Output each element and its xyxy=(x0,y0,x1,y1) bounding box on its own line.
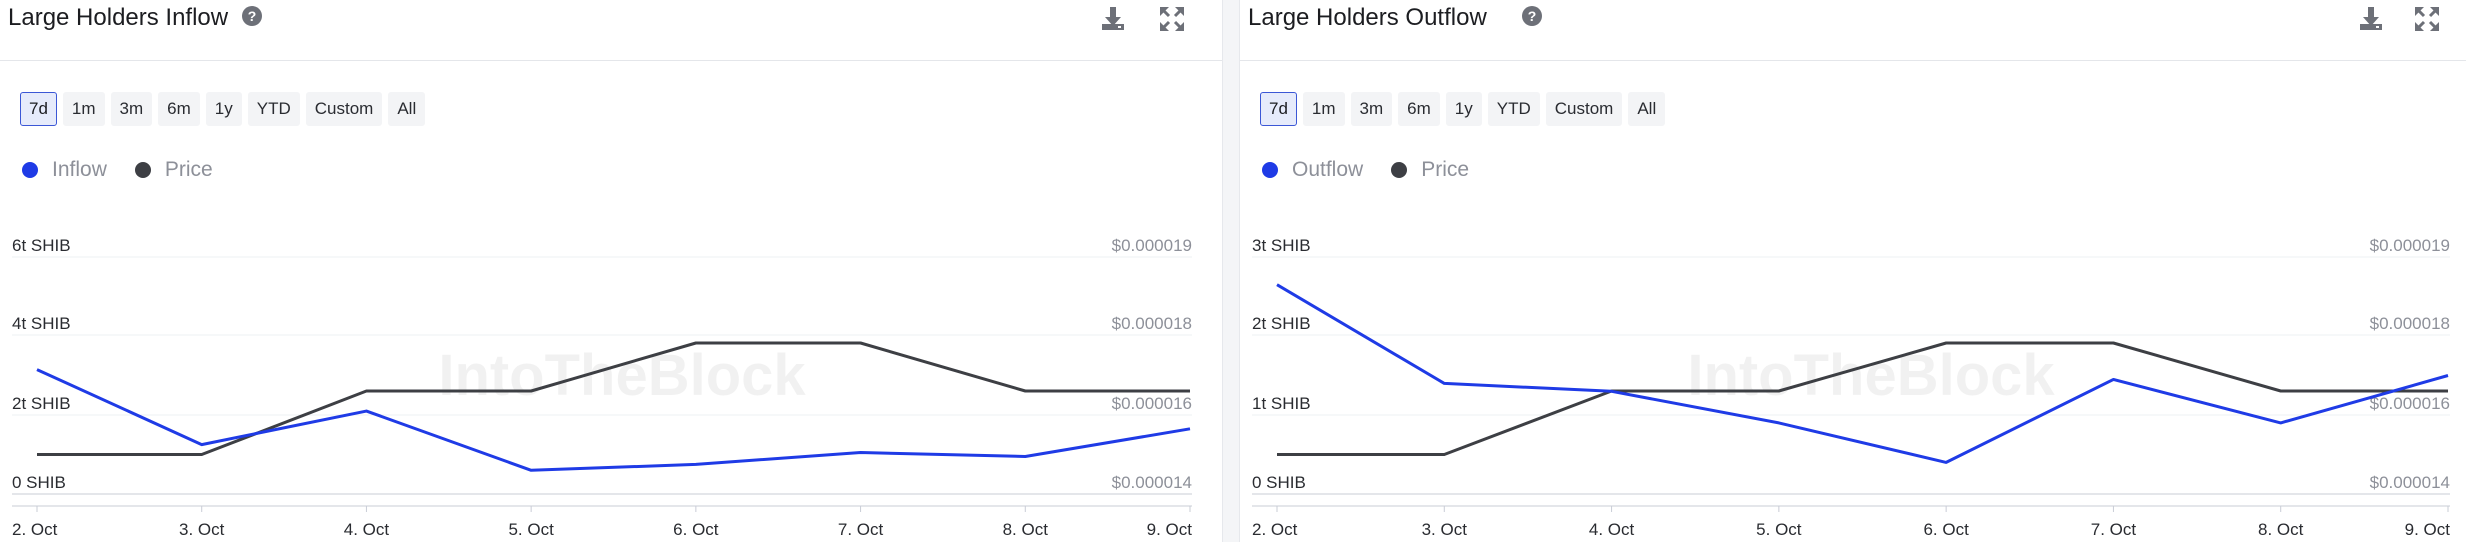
y-axis-tick-label: 3t SHIB xyxy=(1252,236,1311,255)
x-axis-tick-label: 6. Oct xyxy=(673,520,719,539)
x-axis-tick-label: 9. Oct xyxy=(1147,520,1193,539)
range-button-7d[interactable]: 7d xyxy=(1260,92,1297,126)
x-axis-tick-label: 4. Oct xyxy=(344,520,390,539)
legend-label: Price xyxy=(1421,158,1470,181)
series-line-inflow xyxy=(36,368,1191,472)
inflow-chart: IntoTheBlock 0 SHIB 2t SHIB 4t SHIB 6t SHIB $… xyxy=(12,236,1193,539)
y2-axis-tick-label: $0.000018 xyxy=(1112,314,1192,333)
legend-item-inflow[interactable]: Inflow xyxy=(22,158,107,182)
range-button-custom[interactable]: Custom xyxy=(305,92,383,126)
y2-axis-tick-label: $0.000016 xyxy=(2370,394,2450,413)
legend-label: Price xyxy=(164,158,213,181)
y-axis-tick-label: 1t SHIB xyxy=(1252,394,1311,413)
watermark-text: IntoTheBlock xyxy=(1687,343,2055,408)
watermark-text: IntoTheBlock xyxy=(438,343,806,408)
panel-title: Large Holders Outflow xyxy=(1248,4,1487,31)
outflow-chart: IntoTheBlock 0 SHIB 1t SHIB 2t SHIB 3t SHIB $… xyxy=(1252,236,2451,539)
y-axis-tick-label: 6t SHIB xyxy=(12,236,71,255)
y-axis-tick-label: 0 SHIB xyxy=(12,473,66,492)
x-axis-tick-label: 7. Oct xyxy=(838,520,884,539)
outflow-panel: Large Holders Outflow ? 7d 1m 3m 6m 1y YTD Cus… xyxy=(1240,0,2466,542)
legend-item-outflow[interactable]: Outflow xyxy=(1262,158,1363,182)
y-axis-tick-label: 0 SHIB xyxy=(1252,473,1306,492)
panel-divider xyxy=(1222,0,1240,542)
range-button-7d[interactable]: 7d xyxy=(20,92,57,126)
download-icon[interactable] xyxy=(1098,4,1128,34)
x-axis-tick-label: 3. Oct xyxy=(179,520,225,539)
range-selector: 7d 1m 3m 6m 1y YTD Custom All xyxy=(1260,92,1666,126)
legend-item-price[interactable]: Price xyxy=(1391,158,1469,182)
y2-axis-tick-label: $0.000016 xyxy=(1112,394,1192,413)
range-button-1y[interactable]: 1y xyxy=(205,92,242,126)
expand-icon[interactable] xyxy=(2412,4,2442,34)
y2-axis-tick-label: $0.000014 xyxy=(1112,473,1192,492)
chart-legend: Inflow Price xyxy=(22,158,213,182)
x-axis-tick-label: 4. Oct xyxy=(1589,520,1635,539)
y-axis-tick-label: 2t SHIB xyxy=(12,394,71,413)
range-button-1m[interactable]: 1m xyxy=(62,92,105,126)
chart-legend: Outflow Price xyxy=(1262,158,1469,182)
x-axis-tick-label: 7. Oct xyxy=(2091,520,2137,539)
download-icon[interactable] xyxy=(2356,4,2386,34)
range-button-all[interactable]: All xyxy=(1628,92,1666,126)
help-circle-icon[interactable]: ? xyxy=(1522,6,1542,26)
legend-dot-icon xyxy=(22,162,38,178)
legend-dot-icon xyxy=(1262,162,1278,178)
x-axis-tick-label: 2. Oct xyxy=(1252,520,1298,539)
range-button-6m[interactable]: 6m xyxy=(1398,92,1440,126)
range-button-3m[interactable]: 3m xyxy=(1350,92,1393,126)
range-button-3m[interactable]: 3m xyxy=(110,92,153,126)
legend-label: Inflow xyxy=(52,158,107,181)
y2-axis-tick-label: $0.000019 xyxy=(2370,236,2450,255)
legend-label: Outflow xyxy=(1292,158,1364,181)
legend-dot-icon xyxy=(134,162,151,178)
range-button-all[interactable]: All xyxy=(388,92,426,126)
x-axis-tick-label: 9. Oct xyxy=(2405,520,2451,539)
y-axis-tick-label: 4t SHIB xyxy=(12,314,71,333)
range-button-ytd[interactable]: YTD xyxy=(1487,92,1540,126)
range-button-ytd[interactable]: YTD xyxy=(247,92,300,126)
panel-header: Large Holders Inflow ? xyxy=(0,0,1222,61)
x-axis-tick-label: 2. Oct xyxy=(12,520,58,539)
y-axis-tick-label: 2t SHIB xyxy=(1252,314,1311,333)
panel-title: Large Holders Inflow xyxy=(8,4,229,31)
range-button-6m[interactable]: 6m xyxy=(158,92,200,126)
y2-axis-tick-label: $0.000019 xyxy=(1112,236,1192,255)
x-axis-tick-label: 8. Oct xyxy=(2258,520,2304,539)
y2-axis-tick-label: $0.000018 xyxy=(2370,314,2450,333)
x-axis-tick-label: 8. Oct xyxy=(1003,520,1049,539)
x-axis-tick-label: 3. Oct xyxy=(1422,520,1468,539)
range-button-custom[interactable]: Custom xyxy=(1545,92,1623,126)
legend-item-price[interactable]: Price xyxy=(134,158,213,182)
expand-icon[interactable] xyxy=(1157,4,1187,34)
inflow-panel: Large Holders Inflow ? 7d 1m 3m 6m 1y YTD Cust… xyxy=(0,0,1222,542)
panel-header: Large Holders Outflow ? xyxy=(1240,0,2466,61)
help-circle-icon[interactable]: ? xyxy=(242,6,262,26)
series-line-price xyxy=(1277,341,2448,456)
legend-dot-icon xyxy=(1391,162,1408,178)
series-line-price xyxy=(37,341,1190,456)
y2-axis-tick-label: $0.000014 xyxy=(2370,473,2450,492)
x-axis-tick-label: 5. Oct xyxy=(1756,520,1802,539)
x-axis-tick-label: 6. Oct xyxy=(1923,520,1969,539)
range-button-1y[interactable]: 1y xyxy=(1445,92,1482,126)
x-axis-tick-label: 5. Oct xyxy=(508,520,554,539)
range-button-1m[interactable]: 1m xyxy=(1302,92,1345,126)
series-line-outflow xyxy=(1276,283,2449,464)
range-selector: 7d 1m 3m 6m 1y YTD Custom All xyxy=(20,92,426,126)
